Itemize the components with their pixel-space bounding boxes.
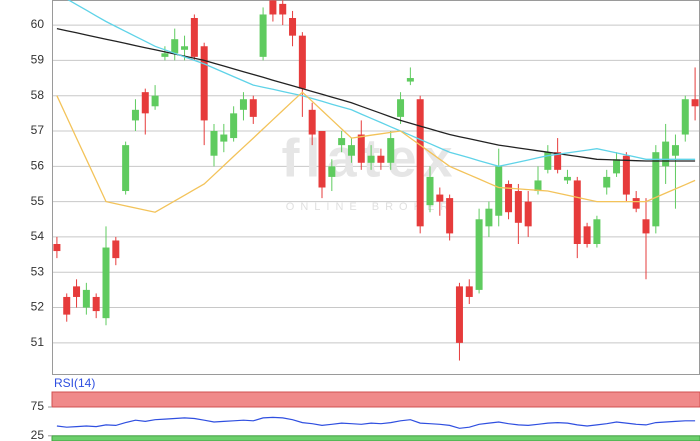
- candle-body: [318, 131, 326, 188]
- candle-body: [308, 109, 316, 135]
- y-tick-label: 25: [31, 428, 45, 441]
- candle-body: [505, 183, 513, 213]
- candle-body: [102, 247, 110, 319]
- candle-body: [181, 46, 189, 50]
- indicator-line: [67, 0, 696, 167]
- plot-area: [53, 0, 699, 361]
- oversold-band: [51, 435, 700, 441]
- y-tick-label: 75: [31, 399, 45, 413]
- candle-body: [465, 286, 473, 297]
- watermark-subtitle: ONLINE BROKER: [286, 201, 454, 213]
- candle-body: [141, 92, 149, 114]
- candle-body: [269, 0, 277, 15]
- y-tick-label: 59: [31, 53, 45, 67]
- candle-body: [426, 176, 434, 206]
- candle-body: [357, 134, 365, 163]
- candle-body: [495, 166, 503, 216]
- candle-body: [171, 39, 179, 54]
- candle-body: [573, 180, 581, 244]
- candle-body: [230, 113, 238, 139]
- candle-body: [347, 145, 355, 156]
- candle-body: [200, 46, 208, 121]
- candle-body: [249, 99, 257, 117]
- candle-body: [613, 159, 621, 174]
- candle-body: [92, 296, 100, 312]
- candle-body: [652, 152, 660, 227]
- watermark: flatex: [281, 128, 458, 188]
- candle-body: [131, 109, 139, 121]
- candle-body: [259, 14, 267, 57]
- candle-body: [161, 53, 169, 57]
- candle-body: [298, 35, 306, 89]
- candle-body: [416, 99, 424, 227]
- candle-body: [544, 152, 552, 170]
- candle-body: [73, 286, 81, 297]
- candle-body: [554, 152, 562, 170]
- y-tick-label: 54: [31, 229, 45, 243]
- candle-body: [603, 176, 611, 188]
- candle-body: [446, 198, 454, 234]
- candle-body: [436, 194, 444, 202]
- candle-body: [455, 286, 463, 343]
- y-tick-label: 56: [31, 158, 45, 172]
- y-tick-label: 55: [31, 194, 45, 208]
- indicator-line: [56, 91, 696, 213]
- candle-body: [210, 131, 218, 156]
- candle-body: [151, 95, 159, 107]
- candle-body: [475, 219, 483, 290]
- candle-body: [563, 176, 571, 181]
- candle-body: [367, 155, 375, 163]
- candle-body: [583, 226, 591, 244]
- candle-body: [671, 145, 679, 156]
- y-tick-label: 51: [31, 335, 45, 349]
- y-tick-label: 57: [31, 123, 45, 137]
- candle-body: [328, 166, 336, 177]
- candle-body: [681, 99, 689, 135]
- candle-body: [387, 138, 395, 163]
- candle-body: [239, 99, 247, 110]
- candle-body: [338, 138, 346, 146]
- overbought-band: [51, 391, 700, 408]
- candle-body: [691, 99, 699, 107]
- y-tick-label: 52: [31, 300, 45, 314]
- candle-body: [377, 155, 385, 163]
- candle-body: [485, 208, 493, 227]
- candle-body: [622, 155, 630, 195]
- candle-body: [112, 240, 120, 259]
- y-tick-label: 58: [31, 88, 45, 102]
- y-tick-label: 53: [31, 264, 45, 278]
- panel-title: RSI(14): [54, 376, 95, 390]
- indicator-line: [56, 27, 696, 162]
- candle-body: [632, 198, 640, 209]
- candle-body: [289, 18, 297, 36]
- candle-body: [534, 180, 542, 192]
- candle-body: [593, 219, 601, 244]
- y-tick-label: 60: [31, 17, 45, 31]
- candle-body: [63, 296, 71, 315]
- candle-body: [397, 99, 405, 117]
- candle-body: [82, 289, 90, 308]
- candle-body: [524, 201, 532, 227]
- candle-body: [642, 219, 650, 234]
- candle-body: [122, 145, 130, 192]
- indicator-line: [56, 416, 696, 429]
- candle-body: [53, 243, 61, 252]
- candle-body: [662, 141, 670, 167]
- candle-body: [279, 3, 287, 15]
- candle-body: [220, 134, 228, 142]
- candle-body: [514, 191, 522, 223]
- candle-body: [406, 78, 414, 82]
- candle-body: [190, 18, 198, 57]
